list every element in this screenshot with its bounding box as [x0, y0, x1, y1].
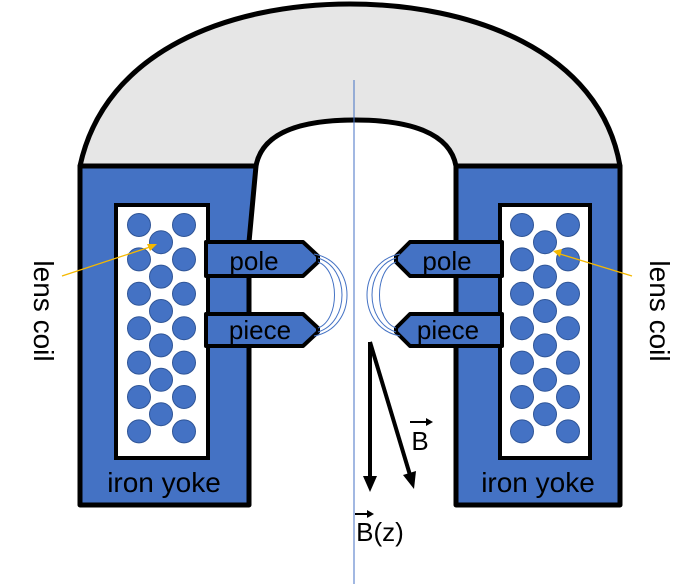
coil-turn [533, 299, 557, 323]
pointer-line-left [61, 246, 151, 277]
piece-label-right: piece [417, 315, 479, 345]
iron-yoke-label-right: iron yoke [481, 467, 595, 498]
coil-turn [510, 247, 534, 272]
coil-turn [556, 385, 580, 409]
field-lines-left [313, 253, 348, 337]
coil-turns-right [510, 213, 580, 444]
coil-turn [533, 264, 557, 289]
coil-turn [172, 316, 196, 341]
coil-turn [533, 230, 557, 255]
bz-vector-arrowhead [363, 476, 377, 492]
coil-turns-left [127, 213, 196, 444]
piece-label-left: piece [229, 315, 291, 345]
pole-label-left: pole [229, 246, 278, 276]
coil-turn [127, 316, 151, 341]
coil-turn [149, 264, 173, 289]
coil-turn [172, 385, 196, 409]
pointer-arrowhead-left [147, 244, 157, 251]
coil-turn [510, 316, 534, 341]
coil-turn [556, 213, 580, 237]
b-vector-overarrow-head [426, 418, 433, 426]
coil-turn [127, 281, 151, 306]
coil-turn [172, 247, 196, 272]
coil-turn [149, 402, 173, 427]
coil-turn [556, 281, 580, 306]
coil-turn [556, 419, 580, 444]
pole-label-right: pole [422, 246, 471, 276]
coil-turn [127, 247, 151, 272]
field-lines-right [366, 253, 401, 337]
coil-turn [127, 419, 151, 444]
lens-coil-label-right: lens coil [644, 260, 675, 361]
coil-turn [172, 213, 196, 237]
coil-turn [172, 281, 196, 306]
pointer-arrowhead-right [553, 249, 562, 257]
coil-turn [556, 316, 580, 341]
coil-turn [127, 213, 151, 237]
coil-turn [172, 419, 196, 444]
coil-turn [533, 402, 557, 427]
coil-turn [149, 230, 173, 255]
bz-vector-overarrow-head [367, 510, 374, 518]
yoke-arch-cap [77, 1, 623, 169]
bz-vector-label: B(z) [356, 517, 404, 547]
coil-turn [510, 350, 534, 375]
coil-turn [533, 367, 557, 392]
iron-yoke-label-left: iron yoke [107, 467, 221, 498]
coil-turn [172, 350, 196, 375]
coil-turn [149, 333, 173, 358]
coil-turn [127, 385, 151, 409]
coil-turn [149, 299, 173, 323]
coil-turn [556, 350, 580, 375]
coil-turn [510, 419, 534, 444]
b-vector-label: B [411, 426, 428, 456]
lens-coil-label-left: lens coil [28, 260, 59, 361]
coil-turn [127, 350, 151, 375]
b-vector-arrow [368, 341, 412, 476]
pointer-line-right [559, 253, 633, 277]
coil-turn [510, 213, 534, 237]
coil-turn [510, 385, 534, 409]
coil-turn [149, 367, 173, 392]
coil-turn [533, 333, 557, 358]
b-vector-arrowhead [403, 471, 416, 489]
coil-turn [510, 281, 534, 306]
